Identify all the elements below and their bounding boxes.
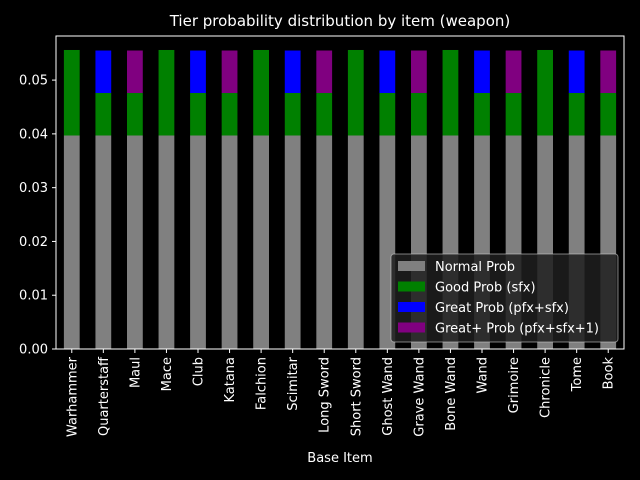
bar-3-17 xyxy=(600,50,617,94)
x-tick-label: Katana xyxy=(223,357,238,403)
bar-0-8 xyxy=(316,135,333,349)
bar-3-2 xyxy=(127,50,143,94)
legend-swatch xyxy=(398,281,425,292)
legend-label: Good Prob (sfx) xyxy=(435,281,536,296)
bar-0-9 xyxy=(347,135,364,349)
legend-label: Great Prob (pfx+sfx) xyxy=(435,301,569,316)
x-tick-label: Bone Wand xyxy=(444,357,459,431)
y-tick-label: 0.02 xyxy=(19,235,48,250)
bar-3-8 xyxy=(316,50,333,94)
bar-1-16 xyxy=(568,93,585,136)
bar-1-13 xyxy=(474,93,490,136)
bar-0-1 xyxy=(95,135,112,349)
legend-swatch xyxy=(398,302,425,312)
legend-label: Normal Prob xyxy=(435,260,515,275)
x-tick-label: Falchion xyxy=(255,357,270,410)
bar-1-1 xyxy=(95,93,112,136)
bar-1-6 xyxy=(253,49,269,136)
y-tick-label: 0.00 xyxy=(19,343,48,358)
x-tick-label: Mace xyxy=(160,357,175,391)
bar-2-13 xyxy=(474,50,490,94)
bar-1-3 xyxy=(158,49,175,136)
chart-title: Tier probability distribution by item (w… xyxy=(169,12,511,30)
legend-swatch xyxy=(398,322,425,333)
bar-1-12 xyxy=(442,49,459,136)
bar-1-14 xyxy=(505,93,522,136)
legend-box xyxy=(390,253,619,343)
bar-0-5 xyxy=(221,135,238,349)
bar-2-16 xyxy=(568,50,585,94)
x-tick-label: Grave Wand xyxy=(412,357,427,437)
bar-1-15 xyxy=(537,49,553,136)
bar-1-10 xyxy=(379,93,396,136)
bar-1-17 xyxy=(600,93,617,136)
bar-1-4 xyxy=(190,93,206,136)
bar-1-8 xyxy=(316,93,333,136)
legend-swatch xyxy=(398,261,425,271)
x-tick-label: Club xyxy=(192,357,207,386)
x-tick-label: Quarterstaff xyxy=(97,356,112,436)
x-tick-label: Scimitar xyxy=(286,356,301,410)
bar-1-5 xyxy=(221,93,238,136)
bar-0-7 xyxy=(284,135,301,349)
bar-3-11 xyxy=(411,50,427,94)
x-tick-label: Wand xyxy=(476,357,491,393)
bar-2-10 xyxy=(379,50,396,94)
x-tick-label: Book xyxy=(602,357,617,390)
y-tick-label: 0.01 xyxy=(19,289,48,304)
bar-0-4 xyxy=(190,135,206,349)
bar-1-7 xyxy=(284,93,301,136)
bar-2-4 xyxy=(190,50,206,94)
y-ticks-group: 0.00 0.01 0.02 0.03 0.04 0.05 xyxy=(19,74,56,358)
x-tick-label: Short Sword xyxy=(349,357,364,436)
x-tick-label: Chronicle xyxy=(539,357,554,418)
bar-0-6 xyxy=(253,135,269,349)
bar-2-7 xyxy=(284,50,301,94)
x-tick-label: Maul xyxy=(128,357,143,388)
x-tick-label: Ghost Wand xyxy=(381,357,396,436)
bar-1-0 xyxy=(63,49,80,136)
y-tick-label: 0.04 xyxy=(19,127,48,142)
y-tick-label: 0.05 xyxy=(19,74,48,89)
legend-label: Great+ Prob (pfx+sfx+1) xyxy=(435,322,599,337)
axes-group xyxy=(55,35,625,350)
bar-0-3 xyxy=(158,135,175,349)
x-tick-label: Long Sword xyxy=(318,357,333,433)
x-tick-label: Warhammer xyxy=(65,356,80,437)
bar-0-0 xyxy=(63,135,80,349)
x-axis-title: Base Item xyxy=(307,451,372,466)
bar-3-14 xyxy=(505,50,522,94)
bar-3-5 xyxy=(221,50,238,94)
bar-0-2 xyxy=(127,135,143,349)
bar-1-9 xyxy=(347,49,364,136)
x-ticks-group: Warhammer Quarterstaff Maul Mace Club Katana F… xyxy=(65,349,617,437)
bar-1-11 xyxy=(411,93,427,136)
bar-2-1 xyxy=(95,50,112,94)
plot-frame xyxy=(55,35,625,350)
legend: Normal Prob Good Prob (sfx) Great Prob (pf… xyxy=(390,253,619,343)
x-tick-label: Tome xyxy=(570,357,585,392)
y-tick-label: 0.03 xyxy=(19,181,48,196)
x-tick-label: Grimoire xyxy=(507,357,522,413)
bar-1-2 xyxy=(127,93,143,136)
